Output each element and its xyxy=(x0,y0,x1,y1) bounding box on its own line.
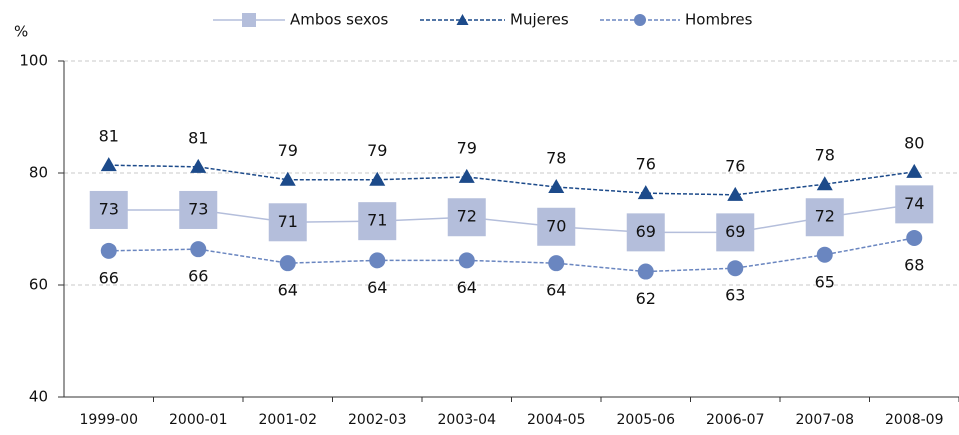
point xyxy=(637,185,654,200)
data-label: 73 xyxy=(188,199,208,218)
data-label: 72 xyxy=(815,207,835,226)
point xyxy=(369,252,386,269)
data-label: 71 xyxy=(367,211,387,230)
point xyxy=(548,179,565,193)
data-label: 62 xyxy=(636,289,656,308)
point xyxy=(179,190,218,229)
data-label: 64 xyxy=(457,278,477,297)
point xyxy=(100,157,117,172)
point xyxy=(279,171,296,186)
point xyxy=(727,260,744,277)
data-label: 79 xyxy=(457,138,477,157)
data-label: 64 xyxy=(278,281,298,300)
y-axis-label: % xyxy=(14,23,28,41)
point xyxy=(906,163,923,178)
point xyxy=(906,229,923,246)
point xyxy=(805,198,844,237)
point xyxy=(279,255,296,272)
data-label: 76 xyxy=(636,155,656,174)
data-label: 68 xyxy=(904,255,924,274)
point xyxy=(548,255,565,272)
legend-label: Ambos sexos xyxy=(290,11,389,29)
data-label: 78 xyxy=(546,149,566,168)
point xyxy=(458,252,475,269)
x-tick-label: 2004-05 xyxy=(527,412,586,428)
data-label: 66 xyxy=(188,267,208,286)
point xyxy=(816,176,833,191)
series-line xyxy=(108,203,915,234)
data-label: 79 xyxy=(367,141,387,160)
data-label: 66 xyxy=(99,268,119,287)
data-label: 71 xyxy=(278,212,298,231)
data-label: 74 xyxy=(904,194,924,213)
y-tick-label: 100 xyxy=(19,52,48,70)
data-label: 69 xyxy=(636,222,656,241)
x-tick-label: 2000-01 xyxy=(169,412,228,428)
point xyxy=(89,190,128,229)
data-label: 76 xyxy=(725,156,745,175)
data-label: 78 xyxy=(815,146,835,165)
point xyxy=(895,185,934,224)
x-tick-label: 2003-04 xyxy=(438,412,497,428)
point xyxy=(268,203,307,242)
legend-marker xyxy=(456,14,469,25)
y-tick-label: 60 xyxy=(29,276,48,294)
x-tick-label: 2001-02 xyxy=(259,412,318,428)
point xyxy=(626,213,665,252)
legend-marker xyxy=(242,13,256,27)
data-label: 70 xyxy=(546,216,566,235)
data-label: 79 xyxy=(278,141,298,160)
x-tick-label: 2008-09 xyxy=(885,412,944,428)
legend-label: Hombres xyxy=(685,11,753,29)
point xyxy=(447,198,486,237)
series-line xyxy=(108,237,915,273)
legend-marker xyxy=(634,14,646,26)
data-label: 64 xyxy=(367,278,387,297)
x-tick-label: 2005-06 xyxy=(617,412,676,428)
x-tick-label: 1999-00 xyxy=(80,412,139,428)
point xyxy=(100,242,117,259)
point xyxy=(716,213,755,252)
point xyxy=(369,171,386,186)
point xyxy=(190,158,207,173)
data-label: 81 xyxy=(99,127,119,146)
point xyxy=(358,202,397,241)
data-label: 64 xyxy=(546,281,566,300)
x-tick-label: 2006-07 xyxy=(706,412,765,428)
y-tick-label: 80 xyxy=(29,164,48,182)
data-label: 73 xyxy=(99,199,119,218)
point xyxy=(816,246,833,263)
point xyxy=(190,241,207,258)
x-tick-label: 2002-03 xyxy=(348,412,407,428)
data-label: 81 xyxy=(188,128,208,147)
series-line xyxy=(108,164,915,196)
point xyxy=(537,207,576,246)
point xyxy=(637,263,654,280)
point xyxy=(458,168,475,183)
data-label: 63 xyxy=(725,286,745,305)
x-tick-label: 2007-08 xyxy=(796,412,855,428)
legend-label: Mujeres xyxy=(510,11,569,29)
data-label: 69 xyxy=(725,222,745,241)
data-label: 65 xyxy=(815,272,835,291)
data-label: 80 xyxy=(904,133,924,152)
y-tick-label: 40 xyxy=(29,388,48,406)
data-label: 72 xyxy=(457,207,477,226)
point xyxy=(727,186,744,201)
